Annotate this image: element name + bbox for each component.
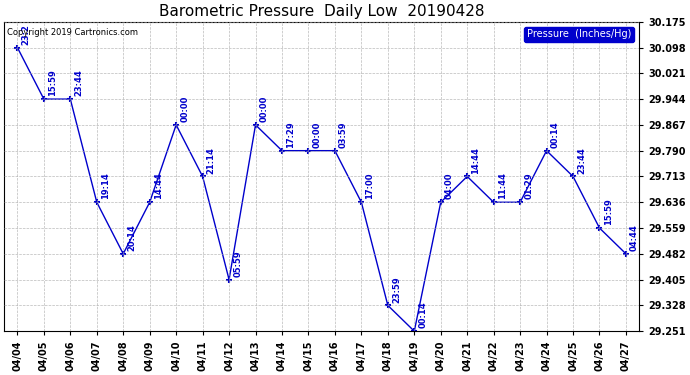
Text: 17:29: 17:29 (286, 121, 295, 148)
Text: 00:00: 00:00 (313, 122, 322, 148)
Text: 14:44: 14:44 (471, 147, 480, 174)
Text: 00:14: 00:14 (418, 302, 427, 328)
Text: 19:14: 19:14 (101, 173, 110, 200)
Text: 01:29: 01:29 (524, 173, 533, 200)
Text: 15:59: 15:59 (604, 198, 613, 225)
Text: 20:14: 20:14 (128, 224, 137, 251)
Text: 17:00: 17:00 (366, 173, 375, 200)
Text: 03:59: 03:59 (339, 122, 348, 148)
Text: 11:44: 11:44 (497, 172, 507, 200)
Text: 00:00: 00:00 (180, 96, 189, 122)
Text: Copyright 2019 Cartronics.com: Copyright 2019 Cartronics.com (8, 28, 138, 37)
Text: 00:00: 00:00 (259, 96, 268, 122)
Text: 21:14: 21:14 (207, 147, 216, 174)
Text: 04:44: 04:44 (630, 224, 639, 251)
Text: 05:59: 05:59 (233, 250, 242, 277)
Text: 23:44: 23:44 (578, 147, 586, 174)
Legend: Pressure  (Inches/Hg): Pressure (Inches/Hg) (524, 27, 634, 42)
Text: 23:2: 23:2 (21, 24, 30, 45)
Text: 14:44: 14:44 (154, 172, 163, 200)
Text: 00:14: 00:14 (551, 121, 560, 148)
Text: 23:44: 23:44 (75, 69, 83, 96)
Text: 15:59: 15:59 (48, 69, 57, 96)
Text: 23:59: 23:59 (392, 276, 401, 303)
Title: Barometric Pressure  Daily Low  20190428: Barometric Pressure Daily Low 20190428 (159, 4, 484, 19)
Text: 04:00: 04:00 (445, 173, 454, 200)
